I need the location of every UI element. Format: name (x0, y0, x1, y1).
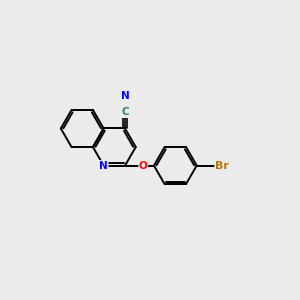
Text: O: O (139, 160, 148, 171)
Text: N: N (99, 160, 108, 171)
Text: C: C (121, 107, 129, 117)
Text: Br: Br (215, 160, 229, 171)
Text: N: N (121, 92, 129, 101)
